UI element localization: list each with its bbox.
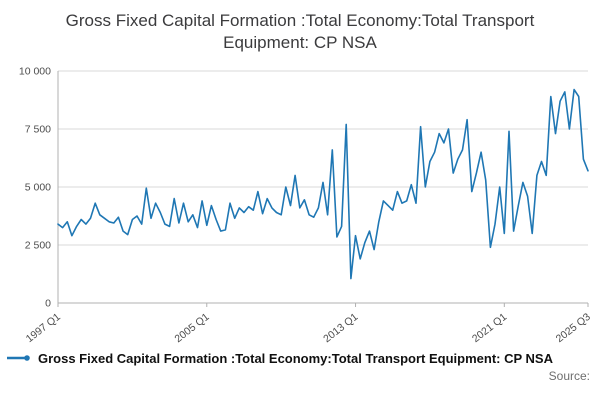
axes bbox=[57, 70, 588, 304]
legend-label: Gross Fixed Capital Formation :Total Eco… bbox=[38, 350, 553, 366]
chart-title: Gross Fixed Capital Formation :Total Eco… bbox=[65, 11, 535, 53]
source-label: Source: bbox=[548, 368, 590, 383]
x-tick-label: 2005 Q1 bbox=[172, 311, 211, 345]
line-chart: 0 2 500 5 000 7 500 10 000 1997 Q1 2005 Q1 201… bbox=[19, 65, 593, 345]
x-tick-label: 1997 Q1 bbox=[24, 311, 63, 345]
y-tick-label: 10 000 bbox=[19, 65, 51, 77]
y-tick-label: 5 000 bbox=[25, 181, 51, 193]
y-tick-label: 2 500 bbox=[25, 239, 51, 251]
y-tick-label: 7 500 bbox=[25, 123, 51, 135]
x-axis-labels: 1997 Q1 2005 Q1 2013 Q1 2021 Q1 2025 Q3 bbox=[24, 302, 593, 345]
y-tick-label: 0 bbox=[45, 297, 51, 309]
y-axis-labels: 0 2 500 5 000 7 500 10 000 bbox=[19, 65, 51, 309]
data-series bbox=[57, 88, 589, 280]
data-line bbox=[57, 88, 589, 280]
x-tick-label: 2021 Q1 bbox=[470, 311, 509, 345]
legend-line-marker bbox=[7, 355, 30, 362]
x-tick-label: 2013 Q1 bbox=[321, 311, 360, 345]
legend: Gross Fixed Capital Formation :Total Eco… bbox=[0, 351, 600, 366]
x-tick-label: 2025 Q3 bbox=[554, 311, 593, 345]
legend-dot-icon bbox=[24, 355, 30, 362]
